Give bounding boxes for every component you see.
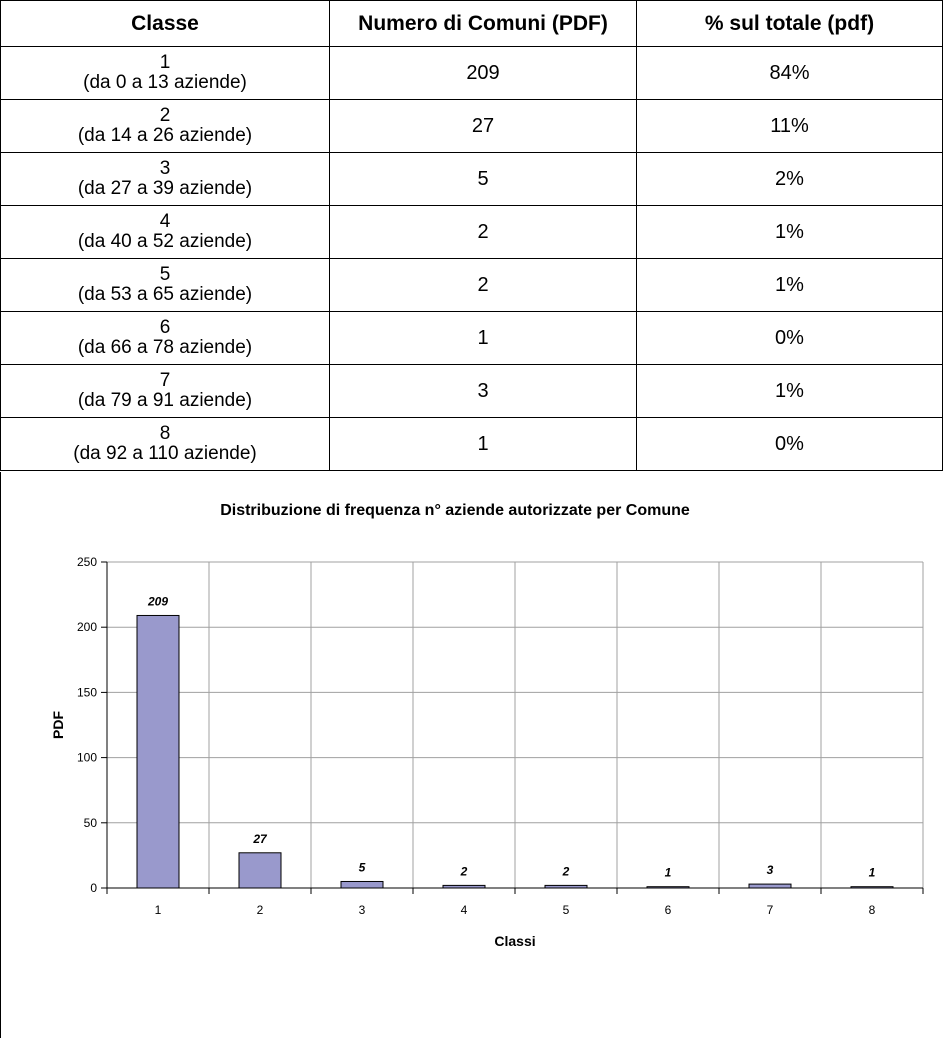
data-label: 1 (665, 866, 672, 880)
bar (748, 883, 792, 889)
cell-classe: 2 (da 14 a 26 aziende) (0, 99, 330, 153)
classe-number: 5 (159, 264, 171, 285)
y-tick-label: 150 (77, 685, 97, 699)
bar (340, 880, 384, 889)
x-tick-label: 5 (563, 903, 570, 917)
cell-classe: 3 (da 27 a 39 aziende) (0, 152, 330, 206)
classe-range: (da 53 a 65 aziende) (77, 284, 253, 305)
y-tick-label: 0 (90, 881, 97, 895)
cell-percent: 2% (636, 152, 943, 206)
data-label: 209 (147, 594, 168, 608)
cell-percent: 84% (636, 46, 943, 100)
cell-count: 1 (329, 311, 637, 365)
classe-number: 3 (159, 158, 171, 179)
chart-area: 0 50 100 150 200 250 209 1 27 2 5 3 2 4 2 5 1 6 3 7 1 8 Distri… (0, 472, 943, 1038)
cell-percent: 0% (636, 311, 943, 365)
classe-range: (da 79 a 91 aziende) (77, 390, 253, 411)
frequency-table: Classe Numero di Comuni (PDF) % sul tota… (0, 0, 943, 471)
data-label: 1 (869, 866, 876, 880)
classe-number: 7 (159, 370, 171, 391)
classe-number: 2 (159, 105, 171, 126)
bar-chart: 0 50 100 150 200 250 209 1 27 2 5 3 2 4 2 5 1 6 3 7 1 8 Distri… (50, 502, 924, 949)
x-tick-label: 1 (155, 903, 162, 917)
table-row: 6 (da 66 a 78 aziende) 1 0% (0, 311, 943, 365)
y-tick-label: 100 (77, 751, 97, 765)
x-tick-label: 3 (359, 903, 366, 917)
y-tick-label: 50 (84, 816, 98, 830)
cell-count: 5 (329, 152, 637, 206)
bar (136, 614, 180, 889)
classe-range: (da 27 a 39 aziende) (77, 178, 253, 199)
y-tick-label: 200 (77, 620, 97, 634)
x-tick-label: 7 (767, 903, 774, 917)
table-row: 8 (da 92 a 110 aziende) 1 0% (0, 417, 943, 471)
x-axis-title: Classi (494, 933, 535, 949)
bar (544, 884, 588, 889)
cell-classe: 4 (da 40 a 52 aziende) (0, 205, 330, 259)
x-tick-label: 2 (257, 903, 264, 917)
classe-range: (da 66 a 78 aziende) (77, 337, 253, 358)
classe-range: (da 40 a 52 aziende) (77, 231, 253, 252)
table-row: 1 (da 0 a 13 aziende) 209 84% (0, 46, 943, 100)
header-numero-comuni: Numero di Comuni (PDF) (329, 0, 637, 47)
cell-count: 2 (329, 258, 637, 312)
cell-classe: 8 (da 92 a 110 aziende) (0, 417, 330, 471)
y-tick-label: 250 (77, 555, 97, 569)
cell-percent: 1% (636, 258, 943, 312)
classe-range: (da 0 a 13 aziende) (83, 72, 247, 93)
header-percentuale: % sul totale (pdf) (636, 0, 943, 47)
table-row: 5 (da 53 a 65 aziende) 2 1% (0, 258, 943, 312)
cell-percent: 1% (636, 205, 943, 259)
data-label: 5 (359, 860, 366, 874)
cell-classe: 6 (da 66 a 78 aziende) (0, 311, 330, 365)
table-row: 7 (da 79 a 91 aziende) 3 1% (0, 364, 943, 418)
table-row: 4 (da 40 a 52 aziende) 2 1% (0, 205, 943, 259)
cell-percent: 11% (636, 99, 943, 153)
data-label: 27 (252, 832, 268, 846)
cell-count: 27 (329, 99, 637, 153)
x-tick-label: 8 (869, 903, 876, 917)
chart-title: Distribuzione di frequenza n° aziende au… (220, 502, 690, 519)
cell-count: 3 (329, 364, 637, 418)
cell-classe: 7 (da 79 a 91 aziende) (0, 364, 330, 418)
y-axis-title: PDF (50, 711, 66, 739)
cell-classe: 1 (da 0 a 13 aziende) (0, 46, 330, 100)
bar (442, 884, 486, 889)
cell-count: 2 (329, 205, 637, 259)
bar (238, 852, 282, 889)
classe-number: 8 (159, 423, 171, 444)
x-tick-label: 4 (461, 903, 468, 917)
table-row: 3 (da 27 a 39 aziende) 5 2% (0, 152, 943, 206)
header-classe: Classe (0, 0, 330, 47)
table-header-row: Classe Numero di Comuni (PDF) % sul tota… (0, 0, 943, 47)
cell-percent: 0% (636, 417, 943, 471)
cell-count: 1 (329, 417, 637, 471)
classe-number: 4 (159, 211, 171, 232)
cell-count: 209 (329, 46, 637, 100)
table-row: 2 (da 14 a 26 aziende) 27 11% (0, 99, 943, 153)
classe-range: (da 92 a 110 aziende) (73, 443, 257, 464)
cell-percent: 1% (636, 364, 943, 418)
classe-range: (da 14 a 26 aziende) (77, 125, 253, 146)
data-label: 2 (562, 864, 570, 878)
classe-number: 1 (159, 52, 171, 73)
cell-classe: 5 (da 53 a 65 aziende) (0, 258, 330, 312)
x-tick-label: 6 (665, 903, 672, 917)
data-label: 2 (460, 864, 468, 878)
classe-number: 6 (159, 317, 171, 338)
bar (850, 886, 894, 889)
data-label: 3 (767, 863, 774, 877)
bar (646, 886, 690, 889)
